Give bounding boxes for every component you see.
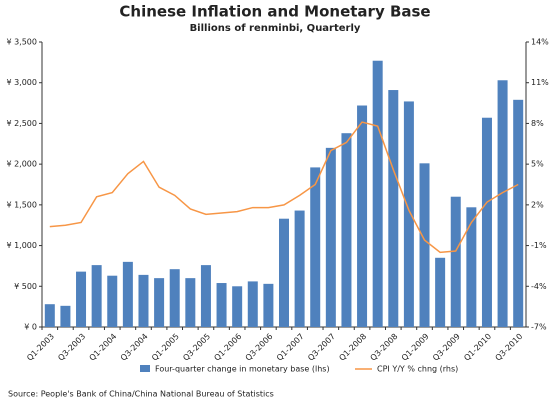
y2-tick-label: 11%	[531, 78, 549, 87]
bar	[450, 196, 461, 327]
y-tick-label: ¥ 1,000	[6, 241, 37, 250]
bar	[60, 305, 71, 327]
bar	[481, 117, 492, 327]
bar	[372, 60, 383, 327]
bar	[232, 286, 243, 327]
bar	[388, 90, 399, 328]
y2-tick-label: 14%	[531, 38, 549, 47]
y2-tick-label: 5%	[531, 160, 544, 169]
y2-tick-label: -4%	[531, 282, 547, 291]
y-tick-label: ¥ 2,000	[6, 160, 37, 169]
bar	[466, 207, 477, 327]
bar	[169, 269, 180, 327]
bar	[419, 163, 430, 327]
bar	[44, 304, 55, 327]
bar	[138, 274, 149, 327]
x-tick-label: Q1-2007	[275, 332, 306, 363]
bar	[154, 278, 165, 327]
bar	[107, 275, 118, 327]
line	[49, 121, 519, 254]
bar	[341, 133, 352, 327]
y-tick-label: ¥ 1,500	[6, 200, 37, 209]
x-tick-label: Q1-2005	[150, 332, 181, 363]
y2-tick-label: -7%	[531, 323, 547, 332]
y2-tick-label: -1%	[531, 241, 547, 250]
x-tick-label: Q3-2003	[56, 332, 87, 363]
bar	[294, 210, 305, 327]
x-tick-label: Q3-2007	[306, 332, 337, 363]
x-tick-label: Q3-2005	[181, 332, 212, 363]
x-tick-label: Q3-2010	[494, 332, 525, 363]
y-tick-label: ¥ 3,000	[6, 78, 37, 87]
x-tick-label: Q3-2004	[119, 332, 150, 363]
bar	[497, 80, 508, 328]
x-tick-label: Q3-2009	[431, 332, 462, 363]
bar	[76, 271, 87, 327]
bar	[185, 278, 196, 327]
legend-swatch	[140, 365, 150, 372]
legend-label: Four-quarter change in monetary base (lh…	[155, 365, 330, 374]
x-tick-label: Q1-2006	[212, 332, 243, 363]
bar	[91, 265, 102, 327]
y-tick-label: ¥ 0	[24, 323, 37, 332]
bar	[263, 283, 274, 327]
x-tick-label: Q3-2008	[369, 332, 400, 363]
x-tick-label: Q1-2008	[337, 332, 368, 363]
chart-subtitle: Billions of renminbi, Quarterly	[190, 23, 361, 34]
y-tick-label: ¥ 3,500	[6, 38, 37, 47]
bar	[247, 281, 258, 327]
x-tick-label: Q3-2006	[244, 332, 275, 363]
y-tick-label: ¥ 500	[14, 282, 37, 291]
bar	[513, 99, 524, 327]
bar	[310, 167, 321, 327]
y2-tick-label: 8%	[531, 119, 544, 128]
bar	[403, 101, 414, 327]
bar	[216, 283, 227, 327]
y-tick-label: ¥ 2,500	[6, 119, 37, 128]
x-tick-label: Q1-2009	[400, 332, 431, 363]
legend-label: CPI Y/Y % chng (rhs)	[377, 365, 458, 374]
source: Source: People's Bank of China/China Nat…	[8, 390, 274, 399]
x-tick-label: Q1-2003	[25, 332, 56, 363]
bar	[357, 105, 368, 327]
x-tick-label: Q1-2010	[462, 332, 493, 363]
bar	[325, 147, 336, 327]
bar	[279, 218, 289, 327]
chart-title: Chinese Inflation and Monetary Base	[119, 3, 430, 21]
bar	[435, 257, 446, 327]
x-tick-label: Q1-2004	[88, 332, 119, 363]
bar	[200, 265, 211, 327]
bar	[122, 261, 133, 327]
y2-tick-label: 2%	[531, 200, 544, 209]
